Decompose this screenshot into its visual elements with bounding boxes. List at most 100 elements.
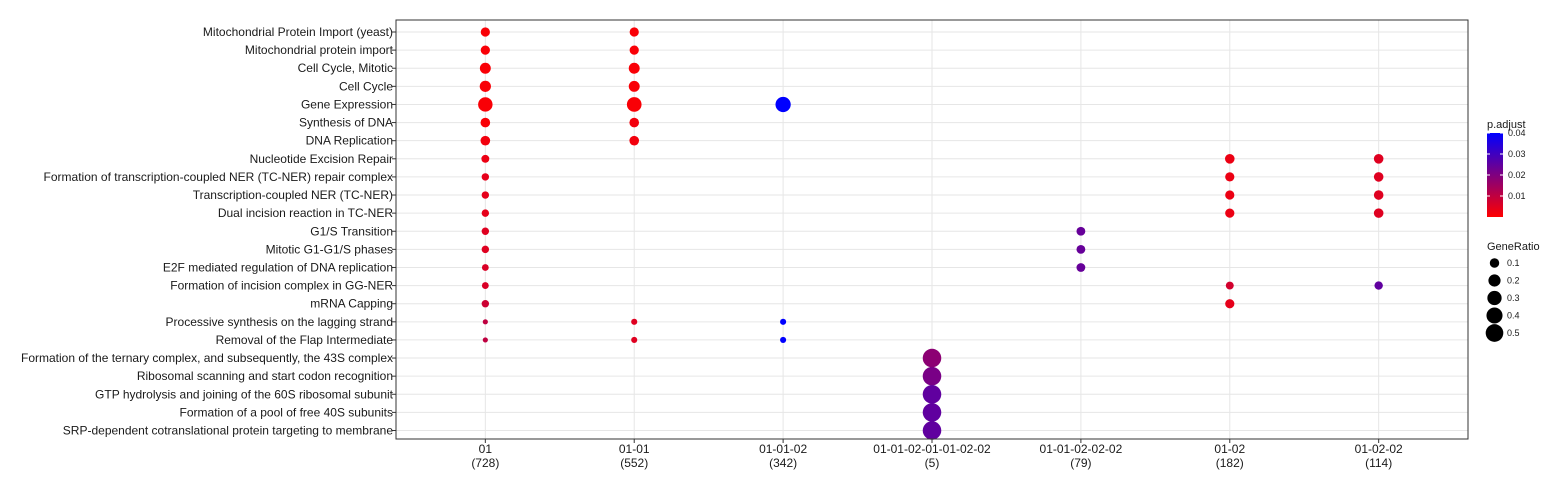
data-point	[478, 97, 493, 112]
data-point	[1076, 244, 1086, 254]
data-point	[1373, 190, 1384, 200]
y-tick-label: Transcription-coupled NER (TC-NER)	[193, 188, 393, 202]
data-point	[1225, 208, 1235, 218]
data-point	[628, 80, 640, 92]
data-point	[631, 318, 638, 325]
y-tick-label: Removal of the Flap Intermediate	[216, 333, 394, 347]
x-tick-label: 01-01-02-01-01-02-02	[873, 442, 991, 456]
size-legend-label: 0.4	[1507, 311, 1520, 321]
y-tick-label: Synthesis of DNA	[299, 116, 393, 130]
y-tick-label: Formation of a pool of free 40S subunits	[180, 405, 393, 419]
size-legend-label: 0.3	[1507, 293, 1520, 303]
x-tick-count: (552)	[620, 456, 648, 470]
color-legend-tick-label: 0.01	[1508, 191, 1526, 201]
size-legend: GeneRatio 0.1 0.2 0.3 0.4 0.5	[1485, 241, 1540, 342]
y-tick-label: Dual incision reaction in TC-NER	[218, 206, 394, 220]
data-point	[922, 384, 942, 404]
y-tick-label: Gene Expression	[301, 97, 393, 111]
data-point	[482, 337, 488, 343]
x-tick-label: 01-02	[1214, 442, 1245, 456]
data-point	[481, 173, 490, 181]
x-tick-label: 01-02-02	[1355, 442, 1403, 456]
data-point	[626, 97, 642, 112]
data-point	[1225, 172, 1235, 182]
x-tick-count: (5)	[925, 456, 940, 470]
data-point	[481, 191, 490, 199]
data-point	[480, 117, 491, 128]
data-point	[1373, 153, 1384, 164]
y-tick-label: GTP hydrolysis and joining of the 60S ri…	[95, 387, 394, 401]
x-tick-label: 01-01	[619, 442, 650, 456]
data-point	[922, 348, 942, 368]
size-legend-dot	[1488, 274, 1501, 287]
data-point	[629, 27, 639, 37]
data-point	[922, 366, 942, 386]
x-tick-count: (342)	[769, 456, 797, 470]
data-point	[480, 27, 490, 37]
y-tick-label: SRP-dependent cotranslational protein ta…	[63, 424, 394, 438]
x-tick-count: (79)	[1070, 456, 1091, 470]
data-point	[775, 96, 791, 113]
data-point	[481, 154, 490, 163]
data-point	[631, 336, 638, 343]
color-legend-title: p.adjust	[1487, 119, 1526, 131]
data-point	[922, 403, 942, 422]
color-legend-tick-label: 0.02	[1508, 170, 1526, 180]
data-point	[1225, 299, 1235, 309]
data-point	[1225, 190, 1235, 200]
data-point	[481, 282, 489, 289]
y-axis: Mitochondrial Protein Import (yeast) Mito…	[21, 25, 396, 438]
y-tick-label: Mitochondrial protein import	[245, 43, 394, 57]
data-point	[629, 117, 640, 128]
size-legend-label: 0.2	[1507, 276, 1520, 286]
y-tick-label: Mitotic G1-G1/S phases	[266, 242, 393, 256]
data-point	[629, 135, 640, 146]
y-tick-label: Mitochondrial Protein Import (yeast)	[203, 25, 393, 39]
data-point	[481, 227, 490, 235]
data-point	[479, 62, 491, 74]
y-tick-label: Formation of transcription-coupled NER (…	[44, 170, 393, 184]
data-point	[1373, 172, 1384, 182]
data-point	[1225, 281, 1234, 290]
color-bar	[1487, 133, 1503, 217]
y-tick-label: Cell Cycle	[339, 79, 393, 93]
size-legend-label: 0.5	[1507, 328, 1520, 338]
size-legend-label: 0.1	[1507, 258, 1520, 268]
data-point	[481, 245, 490, 254]
color-legend: p.adjust 0.01 0.02 0.03 0.04	[1487, 119, 1526, 217]
y-tick-label: E2F mediated regulation of DNA replicati…	[163, 260, 393, 274]
data-point	[1373, 208, 1384, 218]
size-legend-dot	[1487, 290, 1502, 306]
x-tick-count: (728)	[471, 456, 499, 470]
data-point	[1374, 281, 1383, 290]
data-point	[628, 62, 640, 74]
data-point	[481, 300, 490, 308]
x-tick-count: (182)	[1216, 456, 1244, 470]
data-point	[482, 319, 488, 325]
x-axis: 01(728) 01-01(552) 01-01-02(342) 01-01-02-0…	[471, 439, 1403, 470]
x-tick-label: 01-01-02-02-02	[1040, 442, 1123, 456]
data-point	[1076, 263, 1086, 272]
data-point	[481, 209, 490, 217]
x-tick-label: 01-01-02	[759, 442, 807, 456]
data-point	[1076, 226, 1086, 236]
y-tick-label: mRNA Capping	[310, 297, 393, 311]
y-tick-label: DNA Replication	[306, 134, 393, 148]
size-legend-dot	[1489, 258, 1500, 268]
data-point	[780, 336, 787, 343]
data-point	[780, 318, 787, 325]
y-tick-label: Cell Cycle, Mitotic	[298, 61, 393, 75]
x-tick-label: 01	[479, 442, 493, 456]
y-tick-label: G1/S Transition	[310, 224, 393, 238]
x-tick-count: (114)	[1365, 456, 1392, 470]
y-tick-label: Formation of incision complex in GG-NER	[170, 279, 393, 293]
data-point	[480, 135, 491, 146]
y-tick-label: Formation of the ternary complex, and su…	[21, 351, 393, 365]
size-legend-dot	[1485, 324, 1504, 342]
data-point	[480, 45, 490, 55]
points	[478, 27, 1384, 440]
data-point	[479, 80, 491, 92]
data-point	[922, 421, 942, 440]
data-point	[629, 45, 639, 55]
